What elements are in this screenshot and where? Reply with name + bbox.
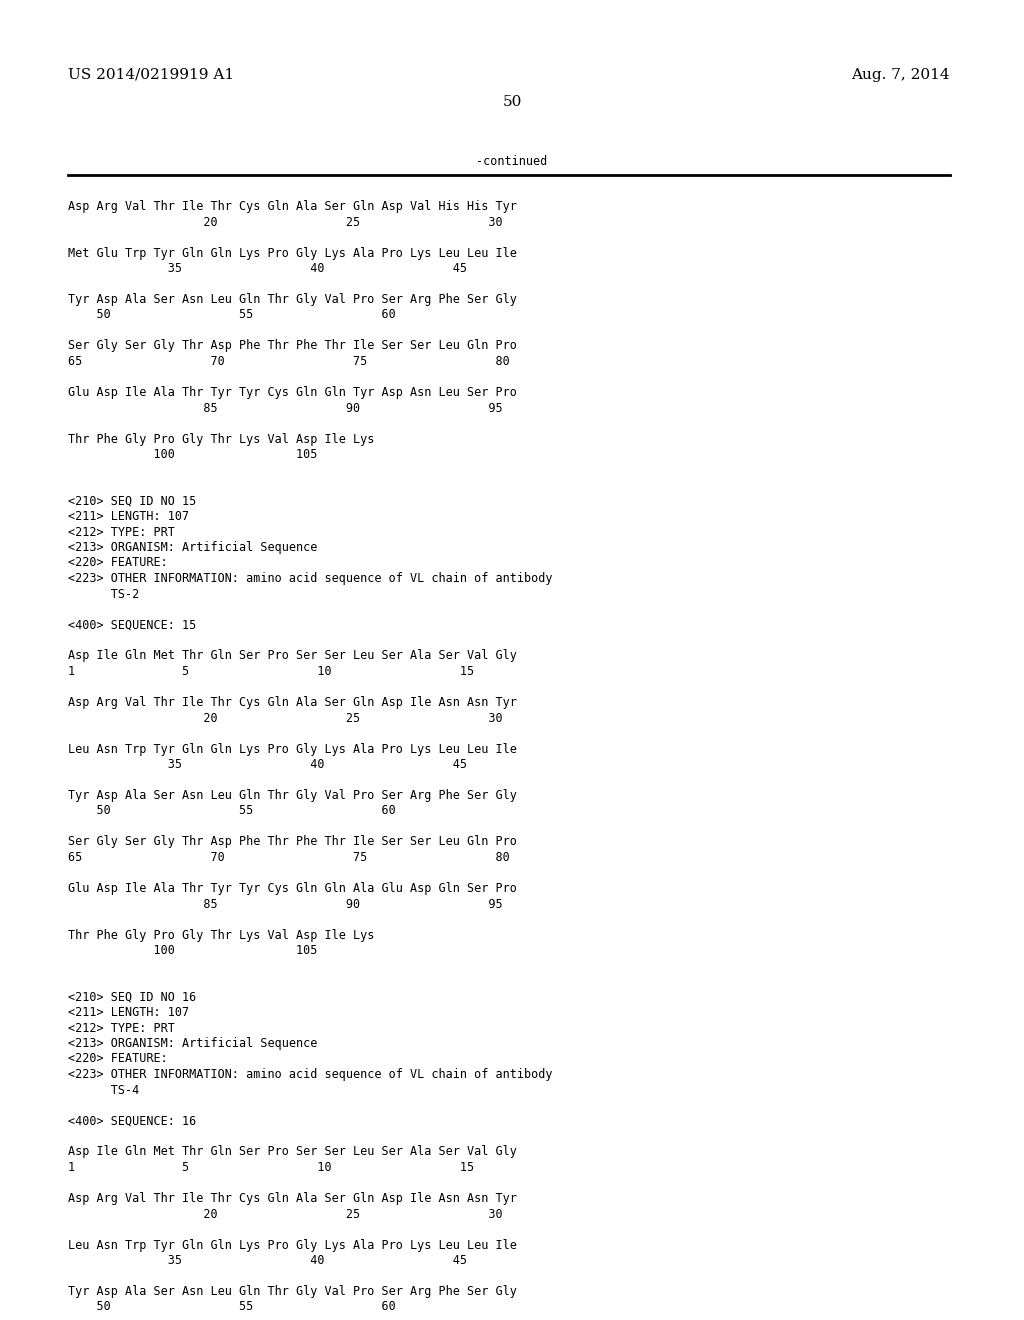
Text: 1               5                  10                  15: 1 5 10 15: [68, 665, 474, 678]
Text: 50: 50: [503, 95, 521, 110]
Text: <220> FEATURE:: <220> FEATURE:: [68, 1052, 168, 1065]
Text: 50                  55                  60: 50 55 60: [68, 1300, 395, 1313]
Text: 1               5                  10                  15: 1 5 10 15: [68, 1162, 474, 1173]
Text: Asp Arg Val Thr Ile Thr Cys Gln Ala Ser Gln Asp Ile Asn Asn Tyr: Asp Arg Val Thr Ile Thr Cys Gln Ala Ser …: [68, 696, 517, 709]
Text: <400> SEQUENCE: 15: <400> SEQUENCE: 15: [68, 619, 197, 631]
Text: <211> LENGTH: 107: <211> LENGTH: 107: [68, 510, 189, 523]
Text: Tyr Asp Ala Ser Asn Leu Gln Thr Gly Val Pro Ser Arg Phe Ser Gly: Tyr Asp Ala Ser Asn Leu Gln Thr Gly Val …: [68, 293, 517, 306]
Text: Aug. 7, 2014: Aug. 7, 2014: [851, 69, 950, 82]
Text: Glu Asp Ile Ala Thr Tyr Tyr Cys Gln Gln Ala Glu Asp Gln Ser Pro: Glu Asp Ile Ala Thr Tyr Tyr Cys Gln Gln …: [68, 882, 517, 895]
Text: 35                  40                  45: 35 40 45: [68, 1254, 467, 1267]
Text: Asp Ile Gln Met Thr Gln Ser Pro Ser Ser Leu Ser Ala Ser Val Gly: Asp Ile Gln Met Thr Gln Ser Pro Ser Ser …: [68, 1146, 517, 1159]
Text: 100                 105: 100 105: [68, 944, 317, 957]
Text: <213> ORGANISM: Artificial Sequence: <213> ORGANISM: Artificial Sequence: [68, 541, 317, 554]
Text: Glu Asp Ile Ala Thr Tyr Tyr Cys Gln Gln Tyr Asp Asn Leu Ser Pro: Glu Asp Ile Ala Thr Tyr Tyr Cys Gln Gln …: [68, 385, 517, 399]
Text: <213> ORGANISM: Artificial Sequence: <213> ORGANISM: Artificial Sequence: [68, 1038, 317, 1049]
Text: 100                 105: 100 105: [68, 447, 317, 461]
Text: Asp Ile Gln Met Thr Gln Ser Pro Ser Ser Leu Ser Ala Ser Val Gly: Asp Ile Gln Met Thr Gln Ser Pro Ser Ser …: [68, 649, 517, 663]
Text: Leu Asn Trp Tyr Gln Gln Lys Pro Gly Lys Ala Pro Lys Leu Leu Ile: Leu Asn Trp Tyr Gln Gln Lys Pro Gly Lys …: [68, 742, 517, 755]
Text: Tyr Asp Ala Ser Asn Leu Gln Thr Gly Val Pro Ser Arg Phe Ser Gly: Tyr Asp Ala Ser Asn Leu Gln Thr Gly Val …: [68, 1284, 517, 1298]
Text: <212> TYPE: PRT: <212> TYPE: PRT: [68, 525, 175, 539]
Text: -continued: -continued: [476, 154, 548, 168]
Text: Leu Asn Trp Tyr Gln Gln Lys Pro Gly Lys Ala Pro Lys Leu Leu Ile: Leu Asn Trp Tyr Gln Gln Lys Pro Gly Lys …: [68, 1238, 517, 1251]
Text: Ser Gly Ser Gly Thr Asp Phe Thr Phe Thr Ile Ser Ser Leu Gln Pro: Ser Gly Ser Gly Thr Asp Phe Thr Phe Thr …: [68, 836, 517, 849]
Text: Asp Arg Val Thr Ile Thr Cys Gln Ala Ser Gln Asp Ile Asn Asn Tyr: Asp Arg Val Thr Ile Thr Cys Gln Ala Ser …: [68, 1192, 517, 1205]
Text: 20                  25                  30: 20 25 30: [68, 1208, 503, 1221]
Text: Ser Gly Ser Gly Thr Asp Phe Thr Phe Thr Ile Ser Ser Leu Gln Pro: Ser Gly Ser Gly Thr Asp Phe Thr Phe Thr …: [68, 339, 517, 352]
Text: TS-4: TS-4: [68, 1084, 139, 1097]
Text: Tyr Asp Ala Ser Asn Leu Gln Thr Gly Val Pro Ser Arg Phe Ser Gly: Tyr Asp Ala Ser Asn Leu Gln Thr Gly Val …: [68, 789, 517, 803]
Text: 20                  25                  30: 20 25 30: [68, 711, 503, 725]
Text: <400> SEQUENCE: 16: <400> SEQUENCE: 16: [68, 1114, 197, 1127]
Text: <212> TYPE: PRT: <212> TYPE: PRT: [68, 1022, 175, 1035]
Text: <210> SEQ ID NO 16: <210> SEQ ID NO 16: [68, 990, 197, 1003]
Text: 65                  70                  75                  80: 65 70 75 80: [68, 355, 510, 368]
Text: <223> OTHER INFORMATION: amino acid sequence of VL chain of antibody: <223> OTHER INFORMATION: amino acid sequ…: [68, 572, 553, 585]
Text: Met Glu Trp Tyr Gln Gln Lys Pro Gly Lys Ala Pro Lys Leu Leu Ile: Met Glu Trp Tyr Gln Gln Lys Pro Gly Lys …: [68, 247, 517, 260]
Text: 85                  90                  95: 85 90 95: [68, 898, 503, 911]
Text: <211> LENGTH: 107: <211> LENGTH: 107: [68, 1006, 189, 1019]
Text: 50                  55                  60: 50 55 60: [68, 804, 395, 817]
Text: 85                  90                  95: 85 90 95: [68, 401, 503, 414]
Text: TS-2: TS-2: [68, 587, 139, 601]
Text: Thr Phe Gly Pro Gly Thr Lys Val Asp Ile Lys: Thr Phe Gly Pro Gly Thr Lys Val Asp Ile …: [68, 928, 375, 941]
Text: Asp Arg Val Thr Ile Thr Cys Gln Ala Ser Gln Asp Val His His Tyr: Asp Arg Val Thr Ile Thr Cys Gln Ala Ser …: [68, 201, 517, 213]
Text: Thr Phe Gly Pro Gly Thr Lys Val Asp Ile Lys: Thr Phe Gly Pro Gly Thr Lys Val Asp Ile …: [68, 433, 375, 446]
Text: US 2014/0219919 A1: US 2014/0219919 A1: [68, 69, 234, 82]
Text: 35                  40                  45: 35 40 45: [68, 261, 467, 275]
Text: 50                  55                  60: 50 55 60: [68, 309, 395, 322]
Text: 65                  70                  75                  80: 65 70 75 80: [68, 851, 510, 865]
Text: <223> OTHER INFORMATION: amino acid sequence of VL chain of antibody: <223> OTHER INFORMATION: amino acid sequ…: [68, 1068, 553, 1081]
Text: <220> FEATURE:: <220> FEATURE:: [68, 557, 168, 569]
Text: <210> SEQ ID NO 15: <210> SEQ ID NO 15: [68, 495, 197, 507]
Text: 35                  40                  45: 35 40 45: [68, 758, 467, 771]
Text: 20                  25                  30: 20 25 30: [68, 215, 503, 228]
